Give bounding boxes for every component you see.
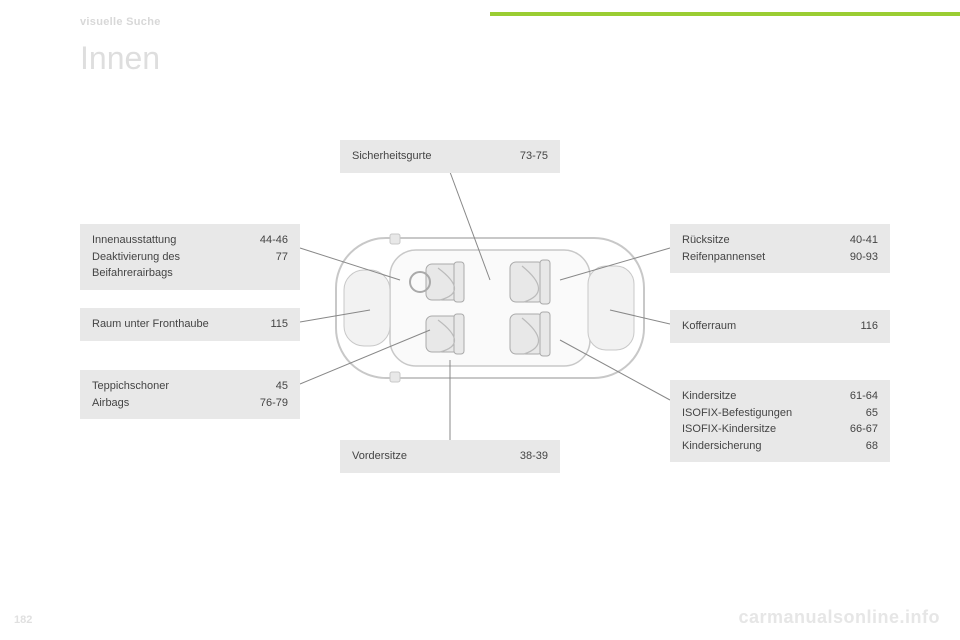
callout-pages: 77 (276, 249, 288, 282)
callout-innenausstattung: Innenausstattung 44-46 Deaktivierung des … (80, 224, 300, 290)
callout-label: ISOFIX-Befestigungen (682, 405, 792, 422)
callout-label: Vordersitze (352, 448, 407, 465)
callout-teppich-airbags: Teppichschoner 45 Airbags 76-79 (80, 370, 300, 419)
page-title: Innen (80, 40, 160, 77)
callout-pages: 38-39 (520, 448, 548, 465)
callout-pages: 45 (276, 378, 288, 395)
callout-fronthaube: Raum unter Fronthaube 115 (80, 308, 300, 341)
callout-label: Deaktivierung des Beifahrerairbags (92, 249, 252, 282)
callout-sicherheitsgurte: Sicherheitsgurte 73-75 (340, 140, 560, 173)
callout-label: Sicherheitsgurte (352, 148, 432, 165)
callout-vordersitze: Vordersitze 38-39 (340, 440, 560, 473)
watermark: carmanualsonline.info (738, 607, 940, 628)
callout-label: Kindersitze (682, 388, 736, 405)
callout-ruecksitze: Rücksitze 40-41 Reifenpannenset 90-93 (670, 224, 890, 273)
page-number: 182 (14, 614, 32, 626)
callout-label: Rücksitze (682, 232, 730, 249)
breadcrumb: visuelle Suche (80, 16, 161, 28)
callout-pages: 44-46 (260, 232, 288, 249)
callout-pages: 116 (860, 318, 878, 335)
callout-pages: 66-67 (850, 421, 878, 438)
callout-pages: 61-64 (850, 388, 878, 405)
car-interior-diagram (330, 218, 650, 398)
accent-bar (490, 12, 960, 16)
callout-pages: 68 (866, 438, 878, 455)
callout-label: ISOFIX-Kindersitze (682, 421, 776, 438)
callout-pages: 73-75 (520, 148, 548, 165)
callout-pages: 115 (270, 316, 288, 333)
callout-label: Raum unter Fronthaube (92, 316, 209, 333)
callout-label: Reifenpannenset (682, 249, 765, 266)
callout-pages: 65 (866, 405, 878, 422)
callout-label: Kofferraum (682, 318, 736, 335)
callout-label: Airbags (92, 395, 129, 412)
callout-kindersitze: Kindersitze61-64 ISOFIX-Befestigungen65 … (670, 380, 890, 462)
callout-pages: 40-41 (850, 232, 878, 249)
callout-label: Kindersicherung (682, 438, 762, 455)
callout-pages: 76-79 (260, 395, 288, 412)
callout-label: Teppichschoner (92, 378, 169, 395)
callout-pages: 90-93 (850, 249, 878, 266)
callout-kofferraum: Kofferraum 116 (670, 310, 890, 343)
callout-label: Innenausstattung (92, 232, 176, 249)
